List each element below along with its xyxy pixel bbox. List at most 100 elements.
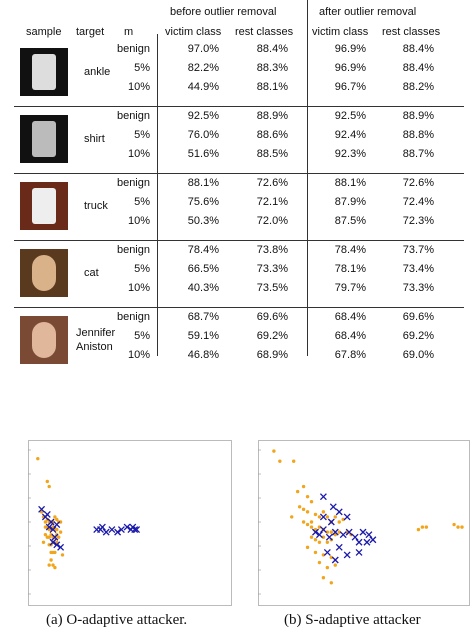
group-separator bbox=[14, 106, 464, 107]
value-cell: 72.3% bbox=[402, 215, 434, 227]
row-m-label: 5% bbox=[134, 62, 150, 74]
value-cell: 72.6% bbox=[402, 177, 434, 189]
scatter-dot bbox=[309, 500, 314, 504]
scatter-dot bbox=[416, 527, 421, 532]
scatter-dot bbox=[290, 515, 294, 519]
scatter-x-marker bbox=[49, 526, 57, 534]
scatter-dot bbox=[333, 563, 337, 567]
scatter-x-marker bbox=[331, 528, 339, 536]
row-m-label: 10% bbox=[127, 148, 150, 160]
scatter-dot bbox=[313, 538, 318, 542]
scatter-dot bbox=[295, 489, 300, 494]
scatter-dot bbox=[55, 527, 59, 532]
scatter-dot bbox=[329, 555, 334, 560]
dog-shape bbox=[32, 255, 56, 291]
value-cell: 67.8% bbox=[334, 349, 366, 361]
scatter-dot bbox=[53, 565, 57, 570]
value-cell: 69.2% bbox=[402, 330, 434, 342]
value-cell: 88.6% bbox=[256, 129, 288, 141]
scatter-plot-a bbox=[28, 440, 232, 606]
scatter-dot bbox=[317, 515, 322, 519]
scatter-dot bbox=[325, 515, 330, 519]
value-cell: 73.5% bbox=[256, 282, 288, 294]
value-cell: 88.2% bbox=[402, 81, 434, 93]
scatter-dot bbox=[58, 530, 63, 534]
scatter-x-marker bbox=[319, 493, 327, 501]
value-cell: 88.7% bbox=[402, 148, 434, 160]
scatter-x-marker bbox=[53, 521, 61, 528]
scatter-dot bbox=[317, 525, 322, 529]
scatter-dot bbox=[47, 563, 51, 567]
scatter-x-marker bbox=[38, 505, 46, 513]
white-car-shape bbox=[32, 188, 56, 224]
scatter-dot bbox=[317, 560, 322, 565]
scatter-dot bbox=[57, 535, 61, 539]
scatter-x-marker bbox=[123, 523, 131, 531]
scatter-dot bbox=[309, 525, 314, 529]
col-header-victim-before: victim class bbox=[165, 26, 222, 38]
scatter-dot bbox=[329, 581, 334, 585]
value-cell: 72.0% bbox=[256, 215, 288, 227]
scatter-x-marker bbox=[49, 538, 57, 546]
scatter-dot bbox=[341, 517, 345, 522]
value-cell: 73.4% bbox=[402, 263, 434, 275]
target-label-line: Jennifer bbox=[76, 327, 116, 339]
value-cell: 92.5% bbox=[187, 110, 219, 122]
scatter-dot bbox=[309, 535, 314, 539]
value-cell: 69.0% bbox=[402, 349, 434, 361]
scatter-x-marker bbox=[57, 543, 65, 551]
scatter-x-marker bbox=[45, 523, 53, 531]
scatter-dot bbox=[272, 449, 276, 453]
row-m-label: benign bbox=[116, 244, 150, 256]
scatter-x-marker bbox=[343, 513, 351, 521]
value-cell: 88.1% bbox=[187, 177, 219, 189]
dress-shape bbox=[32, 121, 56, 157]
caption-b: (b) S-adaptive attacker bbox=[284, 612, 421, 628]
scatter-dot bbox=[456, 525, 460, 529]
value-cell: 73.7% bbox=[402, 244, 434, 256]
target-label: cat bbox=[84, 267, 99, 279]
row-m-label: 5% bbox=[134, 330, 150, 342]
dress-thumbnail bbox=[20, 115, 68, 163]
scatter-dot bbox=[325, 530, 330, 534]
scatter-x-marker bbox=[312, 528, 319, 536]
value-cell: 78.4% bbox=[187, 244, 219, 256]
value-cell: 92.5% bbox=[334, 110, 366, 122]
scatter-dot bbox=[41, 540, 46, 544]
value-cell: 97.0% bbox=[187, 43, 219, 55]
ankle-boot-trousers-shape bbox=[32, 54, 56, 90]
row-m-label: 10% bbox=[127, 215, 150, 227]
scatter-dot bbox=[313, 512, 318, 517]
scatter-x-marker bbox=[117, 526, 125, 534]
value-cell: 88.9% bbox=[402, 110, 434, 122]
value-cell: 92.4% bbox=[334, 129, 366, 141]
scatter-dot bbox=[292, 459, 296, 463]
scatter-plot-b bbox=[258, 440, 470, 606]
scatter-x-marker bbox=[369, 536, 377, 544]
scatter-dot bbox=[58, 520, 63, 524]
scatter-dot bbox=[305, 522, 310, 527]
dog-thumbnail bbox=[20, 249, 68, 297]
value-cell: 88.8% bbox=[402, 129, 434, 141]
value-cell: 51.6% bbox=[187, 148, 219, 160]
scatter-x-marker bbox=[108, 526, 116, 534]
value-cell: 75.6% bbox=[187, 196, 219, 208]
value-cell: 69.6% bbox=[256, 311, 288, 323]
scatter-dot bbox=[36, 456, 40, 461]
value-cell: 88.9% bbox=[256, 110, 288, 122]
scatter-dot bbox=[305, 494, 310, 499]
scatter-dot bbox=[43, 532, 48, 537]
scatter-x-marker bbox=[345, 528, 353, 536]
face-thumbnail bbox=[20, 316, 68, 364]
value-cell: 66.5% bbox=[187, 263, 219, 275]
value-cell: 68.9% bbox=[256, 349, 288, 361]
value-cell: 79.7% bbox=[334, 282, 366, 294]
target-label: shirt bbox=[84, 133, 105, 145]
row-m-label: benign bbox=[116, 177, 150, 189]
scatter-dot bbox=[333, 515, 337, 519]
value-cell: 46.8% bbox=[187, 349, 219, 361]
scatter-x-marker bbox=[315, 531, 323, 539]
scatter-dot bbox=[337, 530, 341, 534]
value-cell: 82.2% bbox=[187, 62, 219, 74]
